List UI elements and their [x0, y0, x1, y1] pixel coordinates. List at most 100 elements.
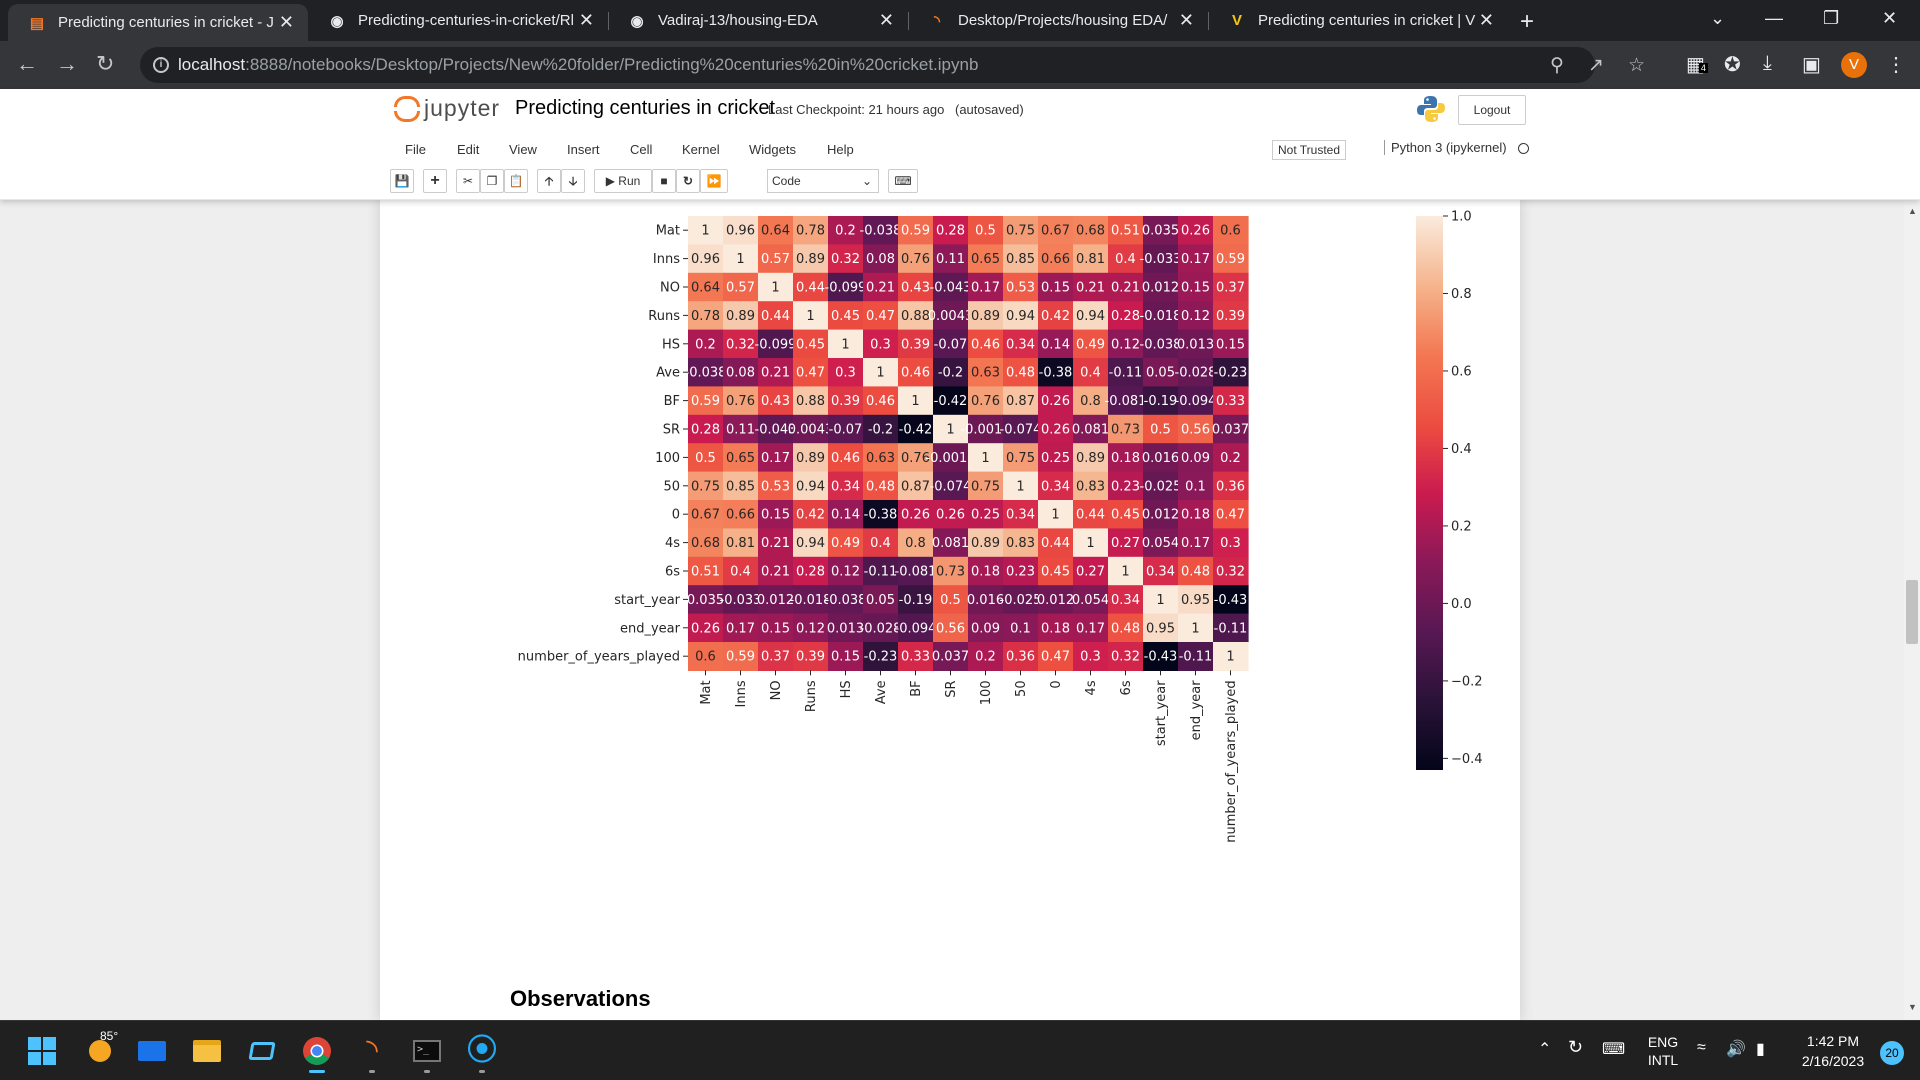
- notification-badge[interactable]: 20: [1880, 1041, 1904, 1065]
- heatmap-cell-label: -0.038: [825, 593, 867, 608]
- bookmark-star-icon[interactable]: ☆: [1628, 55, 1646, 76]
- copy-button[interactable]: ❐: [480, 169, 504, 193]
- taskbar-mail[interactable]: [132, 1031, 172, 1071]
- notebook-toolbar: 💾 + ✂ ❐ 📋 🡡 🡣 ▶ Run ■ ↻ ⏩ Code ⌄ ⌨: [390, 169, 1530, 197]
- back-arrow-icon[interactable]: ←: [16, 51, 38, 76]
- menu-kernel[interactable]: Kernel: [682, 142, 720, 157]
- heatmap-cell-label: 0.59: [691, 394, 720, 409]
- keyboard-icon[interactable]: ⌨: [1602, 1041, 1626, 1058]
- menu-view[interactable]: View: [509, 142, 537, 157]
- heatmap-cell-label: 0.87: [901, 479, 930, 494]
- minimize-icon[interactable]: —: [1765, 8, 1783, 28]
- heatmap-cell-label: 0.17: [1181, 252, 1210, 267]
- jupyter-icon: ◝: [366, 1034, 378, 1067]
- taskbar-chrome[interactable]: [297, 1031, 337, 1073]
- tab-jupyter-notebook[interactable]: ▤ Predicting centuries in cricket - J ✕: [8, 4, 308, 41]
- new-tab-button[interactable]: +: [1520, 8, 1535, 35]
- heatmap-cell: [933, 585, 969, 615]
- close-icon[interactable]: ✕: [878, 10, 894, 30]
- menu-file[interactable]: File: [405, 142, 426, 157]
- heatmap-cell-label: 0.48: [1111, 621, 1140, 636]
- menu-widgets[interactable]: Widgets: [749, 142, 796, 157]
- menu-edit[interactable]: Edit: [457, 142, 480, 157]
- tab-v-site[interactable]: V Predicting centuries in cricket | V ✕: [1208, 0, 1508, 41]
- restart-button[interactable]: ↻: [676, 169, 700, 193]
- insert-cell-button[interactable]: +: [423, 169, 447, 193]
- wifi-icon[interactable]: ≈: [1697, 1039, 1706, 1056]
- close-icon[interactable]: ✕: [1478, 10, 1494, 30]
- close-icon[interactable]: ✕: [278, 12, 294, 32]
- scroll-down-icon[interactable]: ▼: [1908, 1002, 1917, 1012]
- address-bar[interactable]: i localhost:8888/notebooks/Desktop/Proje…: [140, 47, 1645, 83]
- url-text[interactable]: localhost:8888/notebooks/Desktop/Project…: [178, 55, 978, 75]
- cut-button[interactable]: ✂: [456, 169, 480, 193]
- heatmap-cell-label: -0.081: [1105, 394, 1147, 409]
- side-panel-icon[interactable]: ▣: [1802, 54, 1821, 76]
- volume-icon[interactable]: 🔊: [1726, 1041, 1746, 1058]
- heatmap-cell: [1143, 216, 1179, 245]
- move-down-button[interactable]: 🡣: [561, 169, 585, 193]
- taskbar-edge-tablet[interactable]: [242, 1031, 282, 1071]
- forward-arrow-icon[interactable]: →: [56, 51, 78, 76]
- notebook-name[interactable]: Predicting centuries in cricket: [515, 97, 776, 119]
- tab-github-housing[interactable]: ◉ Vadiraj-13/housing-EDA ✕: [608, 0, 908, 41]
- logout-button[interactable]: Logout: [1458, 95, 1526, 125]
- avatar[interactable]: V: [1841, 52, 1867, 78]
- heatmap-cell-label: 0.51: [691, 565, 720, 580]
- heatmap-cell-label: 0.48: [1181, 565, 1210, 580]
- trust-button[interactable]: Not Trusted: [1272, 140, 1347, 160]
- start-button[interactable]: [22, 1031, 62, 1071]
- heatmap-cell-label: -0.074: [1000, 423, 1042, 438]
- menu-help[interactable]: Help: [827, 142, 854, 157]
- sync-icon[interactable]: ↻: [1568, 1037, 1584, 1057]
- x-tick-label: Mat: [699, 680, 714, 704]
- more-menu-icon[interactable]: ⋮: [1886, 54, 1906, 76]
- share-icon[interactable]: ↗: [1588, 55, 1604, 76]
- restart-run-all-button[interactable]: ⏩: [700, 169, 728, 193]
- tab-search-chevron-icon[interactable]: ⌄: [1710, 8, 1726, 28]
- menu-insert[interactable]: Insert: [567, 142, 600, 157]
- close-icon[interactable]: ✕: [578, 10, 594, 30]
- taskbar-jupyter[interactable]: ◝: [352, 1031, 392, 1073]
- heatmap-cell: [1178, 556, 1214, 586]
- site-info-icon[interactable]: i: [153, 57, 169, 73]
- download-icon[interactable]: ⤓: [1763, 52, 1772, 74]
- taskbar-file-explorer[interactable]: [187, 1031, 227, 1071]
- heatmap-cell-label: 0.44: [796, 281, 825, 296]
- notebook-area[interactable]: 1 0.96 0.64 0.78 0.2 -0.038 0.59 0.28 0.5 0.75 0.6…: [0, 200, 1904, 1020]
- interrupt-button[interactable]: ■: [652, 169, 676, 193]
- zoom-icon[interactable]: ⚲: [1550, 55, 1564, 76]
- run-button[interactable]: ▶ Run: [594, 169, 652, 193]
- heatmap-cell-label: 1: [946, 423, 954, 438]
- taskbar-vscode[interactable]: ⦿: [462, 1031, 502, 1073]
- tray-overflow-chevron-icon[interactable]: ⌃: [1538, 1041, 1552, 1058]
- language-indicator[interactable]: ENG INTL: [1645, 1033, 1681, 1069]
- checkpoint-status: Last Checkpoint: 21 hours ago: [768, 102, 945, 117]
- move-up-button[interactable]: 🡡: [537, 169, 561, 193]
- menu-cell[interactable]: Cell: [630, 142, 653, 157]
- clock[interactable]: 1:42 PM 2/16/2023: [1790, 1031, 1876, 1071]
- cell-type-select[interactable]: Code ⌄: [767, 169, 879, 193]
- vertical-scrollbar[interactable]: ▲ ▼: [1904, 200, 1920, 1020]
- kernel-name[interactable]: Python 3 (ipykernel): [1384, 140, 1507, 155]
- tab-github-repo[interactable]: ◉ Predicting-centuries-in-cricket/Rl ✕: [308, 0, 608, 41]
- save-button[interactable]: 💾: [390, 169, 414, 193]
- tab-jupyter-tree[interactable]: ◝ Desktop/Projects/housing EDA/ ✕: [908, 0, 1208, 41]
- reload-icon[interactable]: ↻: [96, 51, 115, 76]
- scrollbar-thumb[interactable]: [1906, 580, 1918, 644]
- window-close-icon[interactable]: ✕: [1882, 8, 1898, 28]
- jupyter-logo[interactable]: jupyter: [394, 95, 500, 122]
- restore-icon[interactable]: ❐: [1823, 8, 1840, 28]
- battery-icon[interactable]: ▮: [1756, 1041, 1765, 1058]
- windows-taskbar: 85° ◝ >_ ⦿ ⌃ ↻ ⌨ ENG INTL ≈ 🔊 ▮ 1:42 PM …: [0, 1020, 1920, 1080]
- puzzle-icon[interactable]: ✪: [1724, 54, 1741, 76]
- heatmap-cell-label: 0.15: [1181, 281, 1210, 296]
- close-icon[interactable]: ✕: [1178, 10, 1194, 30]
- heatmap-cell: [723, 556, 759, 586]
- scroll-up-icon[interactable]: ▲: [1908, 206, 1917, 216]
- command-palette-button[interactable]: ⌨: [888, 169, 918, 193]
- extension-icon[interactable]: ▦4: [1686, 54, 1708, 76]
- weather-widget[interactable]: 85°: [78, 1029, 122, 1071]
- taskbar-terminal[interactable]: >_: [407, 1031, 447, 1073]
- paste-button[interactable]: 📋: [504, 169, 528, 193]
